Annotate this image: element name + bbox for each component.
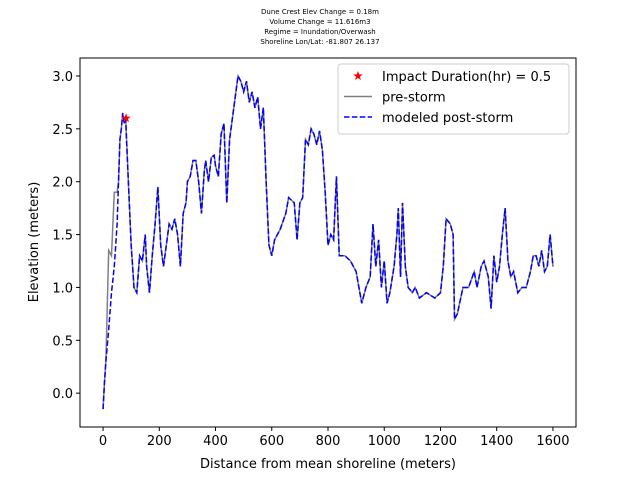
x-tick-label: 1400 xyxy=(480,434,513,449)
y-tick-label: 0.5 xyxy=(52,334,73,349)
y-tick-label: 3.0 xyxy=(52,70,73,85)
legend-label: Impact Duration(hr) = 0.5 xyxy=(382,70,551,85)
chart-title: Dune Crest Elev Change = 0.18m xyxy=(261,8,379,16)
chart-title: Regime = Inundation/Overwash xyxy=(264,28,376,36)
y-tick-label: 1.5 xyxy=(52,229,73,244)
legend-box xyxy=(337,63,570,135)
x-tick-label: 600 xyxy=(259,434,284,449)
y-tick-label: 1.0 xyxy=(52,281,73,296)
x-tick-label: 200 xyxy=(147,434,172,449)
x-tick-label: 1600 xyxy=(536,434,569,449)
x-tick-label: 0 xyxy=(99,434,107,449)
series-line xyxy=(102,73,554,410)
legend-marker xyxy=(353,71,363,81)
legend-label: modeled post-storm xyxy=(382,111,513,126)
legend-label: pre-storm xyxy=(382,91,446,106)
x-axis-label: Distance from mean shoreline (meters) xyxy=(200,457,456,472)
x-tick-label: 400 xyxy=(203,434,228,449)
y-axis-label: Elevation (meters) xyxy=(27,182,42,303)
x-tick-label: 1200 xyxy=(424,434,457,449)
x-tick-label: 800 xyxy=(316,434,341,449)
y-tick-label: 2.5 xyxy=(52,123,73,138)
chart-title: Volume Change = 11.616m3 xyxy=(269,18,370,26)
chart-title: Shoreline Lon/Lat: -81.807 26.137 xyxy=(260,38,379,46)
x-tick-label: 1000 xyxy=(368,434,401,449)
y-tick-label: 2.0 xyxy=(52,176,73,191)
marker xyxy=(121,113,131,123)
y-tick-label: 0.0 xyxy=(52,387,73,402)
axes-frame xyxy=(79,57,577,428)
